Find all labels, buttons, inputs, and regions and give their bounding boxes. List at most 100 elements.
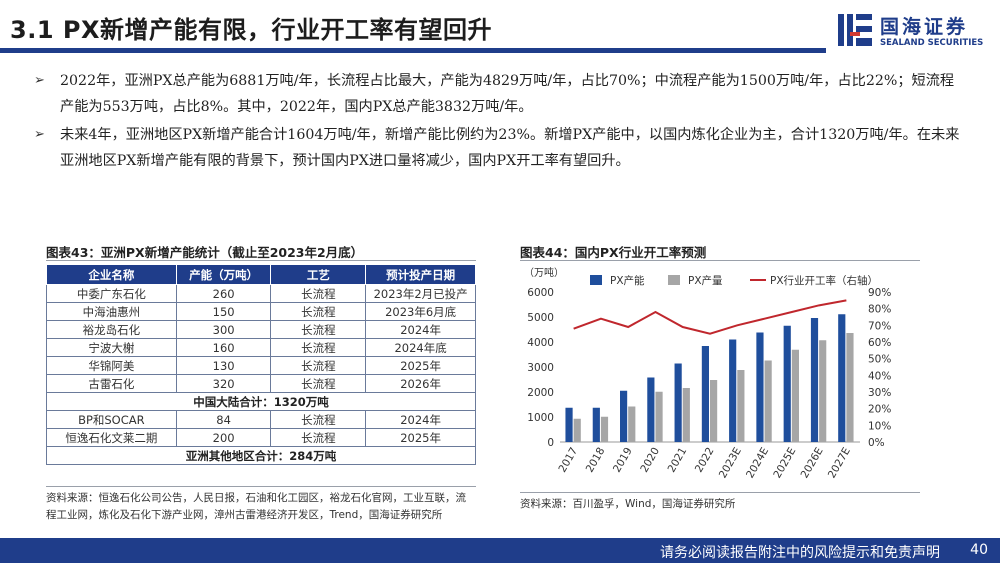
px-capacity-table: 企业名称 产能（万吨） 工艺 预计投产日期 中委广东石化 260 长流程 202… xyxy=(46,264,476,465)
column-header: 工艺 xyxy=(270,264,367,285)
page-header: 3.1 PX新增产能有限，行业开工率有望回升 国海证券 SEALAND SECU… xyxy=(0,0,1000,58)
table-cell: 古雷石化 xyxy=(46,374,177,393)
bar xyxy=(701,346,709,442)
table-cell: 200 xyxy=(175,428,272,447)
table-cell: 长流程 xyxy=(270,338,367,357)
table-row: 裕龙岛石化 300 长流程 2024年 xyxy=(46,320,476,339)
table-cell: 长流程 xyxy=(270,302,367,321)
y2-tick-label: 90% xyxy=(868,287,891,299)
y-tick-label: 4000 xyxy=(527,337,554,349)
table-cell: 长流程 xyxy=(270,410,367,429)
bar xyxy=(838,314,846,442)
table-row: BP和SOCAR 84 长流程 2024年 xyxy=(46,410,476,429)
utilization-chart: （万吨） PX产能 PX产量 PX行业开工率（右轴） 0 1000 2000 3000 4000… xyxy=(524,266,891,481)
chart-title-rule xyxy=(520,260,920,261)
subtotal-row: 亚洲其他地区合计：284万吨 xyxy=(46,446,476,465)
table-cell: 260 xyxy=(175,284,272,303)
page-title: 3.1 PX新增产能有限，行业开工率有望回升 xyxy=(10,16,492,44)
bar xyxy=(592,407,600,442)
table-row: 古雷石化 320 长流程 2026年 xyxy=(46,374,476,393)
table-cell: 2024年 xyxy=(365,320,476,339)
table-row: 宁波大榭 160 长流程 2024年底 xyxy=(46,338,476,357)
table-source-rule xyxy=(46,486,476,487)
table-row: 华锦阿美 130 长流程 2025年 xyxy=(46,356,476,375)
bar xyxy=(674,363,682,442)
chart-source-note: 资料来源：百川盈孚，Wind，国海证券研究所 xyxy=(520,498,736,510)
x-tick-label: 2022 xyxy=(693,446,717,475)
y2-tick-label: 50% xyxy=(868,354,891,366)
bar xyxy=(729,339,737,442)
table-cell: 160 xyxy=(175,338,272,357)
bar xyxy=(565,407,573,442)
table-cell: 华锦阿美 xyxy=(46,356,177,375)
table-cell: BP和SOCAR xyxy=(46,410,177,429)
bar xyxy=(628,406,636,442)
table-cell: 2024年 xyxy=(365,410,476,429)
y2-tick-label: 60% xyxy=(868,337,891,349)
chart-title: 图表44：国内PX行业开工率预测 xyxy=(520,245,707,260)
legend-label: PX产能 xyxy=(610,274,645,287)
bullet-list: ➢ 2022年，亚洲PX总产能为6881万吨/年，长流程占比最大，产能为4829… xyxy=(34,68,964,176)
table-cell: 2025年 xyxy=(365,356,476,375)
table-cell: 恒逸石化文莱二期 xyxy=(46,428,177,447)
table-cell: 130 xyxy=(175,356,272,375)
y-tick-label: 6000 xyxy=(527,287,554,299)
table-cell: 320 xyxy=(175,374,272,393)
bar xyxy=(810,318,819,442)
bar xyxy=(737,370,745,442)
table-header-row: 企业名称 产能（万吨） 工艺 预计投产日期 xyxy=(46,264,476,285)
title-underline xyxy=(0,48,826,53)
x-tick-label: 2026E xyxy=(799,446,826,481)
table-cell: 84 xyxy=(175,410,272,429)
table-title-rule xyxy=(46,260,476,261)
company-logo: 国海证券 SEALAND SECURITIES xyxy=(836,10,996,58)
bar xyxy=(791,349,799,442)
y2-tick-label: 0% xyxy=(868,437,885,449)
disclaimer-note: 请务必阅读报告附注中的风险提示和免责声明 xyxy=(660,545,940,561)
x-tick-label: 2017 xyxy=(556,446,580,475)
column-header: 企业名称 xyxy=(46,264,177,285)
bar xyxy=(756,332,764,442)
subtotal-row: 中国大陆合计：1320万吨 xyxy=(46,392,476,411)
y-tick-label: 1000 xyxy=(527,412,554,424)
x-tick-label: 2019 xyxy=(611,446,635,475)
y2-tick-label: 80% xyxy=(868,304,891,316)
bar xyxy=(620,390,628,442)
x-tick-label: 2025E xyxy=(771,446,798,481)
bar xyxy=(783,325,791,442)
table-cell: 长流程 xyxy=(270,284,367,303)
x-tick-label: 2021 xyxy=(666,446,690,475)
table-cell: 150 xyxy=(175,302,272,321)
x-tick-label: 2018 xyxy=(584,446,608,475)
bullet-item: ➢ 2022年，亚洲PX总产能为6881万吨/年，长流程占比最大，产能为4829… xyxy=(34,68,964,120)
table-row: 中委广东石化 260 长流程 2023年2月已投产 xyxy=(46,284,476,303)
legend-label: PX行业开工率（右轴） xyxy=(770,274,878,287)
y-axis-unit-label: （万吨） xyxy=(524,266,564,279)
subtotal-mainland: 中国大陆合计：1320万吨 xyxy=(46,392,476,411)
logo-english-name: SEALAND SECURITIES xyxy=(880,38,984,48)
table-row: 恒逸石化文莱二期 200 长流程 2025年 xyxy=(46,428,476,447)
y-tick-label: 0 xyxy=(547,437,554,449)
bar xyxy=(573,418,581,442)
legend-label: PX产量 xyxy=(688,274,723,287)
bar xyxy=(682,388,690,442)
table-cell: 裕龙岛石化 xyxy=(46,320,177,339)
arrow-bullet-icon: ➢ xyxy=(34,127,45,142)
legend-swatch xyxy=(668,275,680,285)
x-tick-label: 2023E xyxy=(717,446,744,481)
table-title: 图表43：亚洲PX新增产能统计（截止至2023年2月底） xyxy=(46,245,364,260)
table-source-note: 资料来源：恒逸石化公司公告，人民日报，石油和化工园区，裕龙石化官网，工业互联，流… xyxy=(46,492,466,521)
bar xyxy=(710,380,718,442)
x-tick-label: 2020 xyxy=(638,446,662,475)
table-cell: 2024年底 xyxy=(365,338,476,357)
bullet-text: 2022年，亚洲PX总产能为6881万吨/年，长流程占比最大，产能为4829万吨… xyxy=(60,73,955,115)
y2-tick-label: 10% xyxy=(868,420,891,432)
legend-swatch xyxy=(590,275,602,285)
y2-tick-label: 40% xyxy=(868,370,891,382)
logo-chinese-name: 国海证券 xyxy=(880,16,969,38)
series-line xyxy=(573,299,847,335)
subtotal-other-asia: 亚洲其他地区合计：284万吨 xyxy=(46,446,476,465)
bar xyxy=(819,340,827,442)
bullet-item: ➢ 未来4年，亚洲地区PX新增产能合计1604万吨/年，新增产能比例约为23%。… xyxy=(34,122,964,174)
page-footer: 请务必阅读报告附注中的风险提示和免责声明 40 xyxy=(0,538,1000,563)
